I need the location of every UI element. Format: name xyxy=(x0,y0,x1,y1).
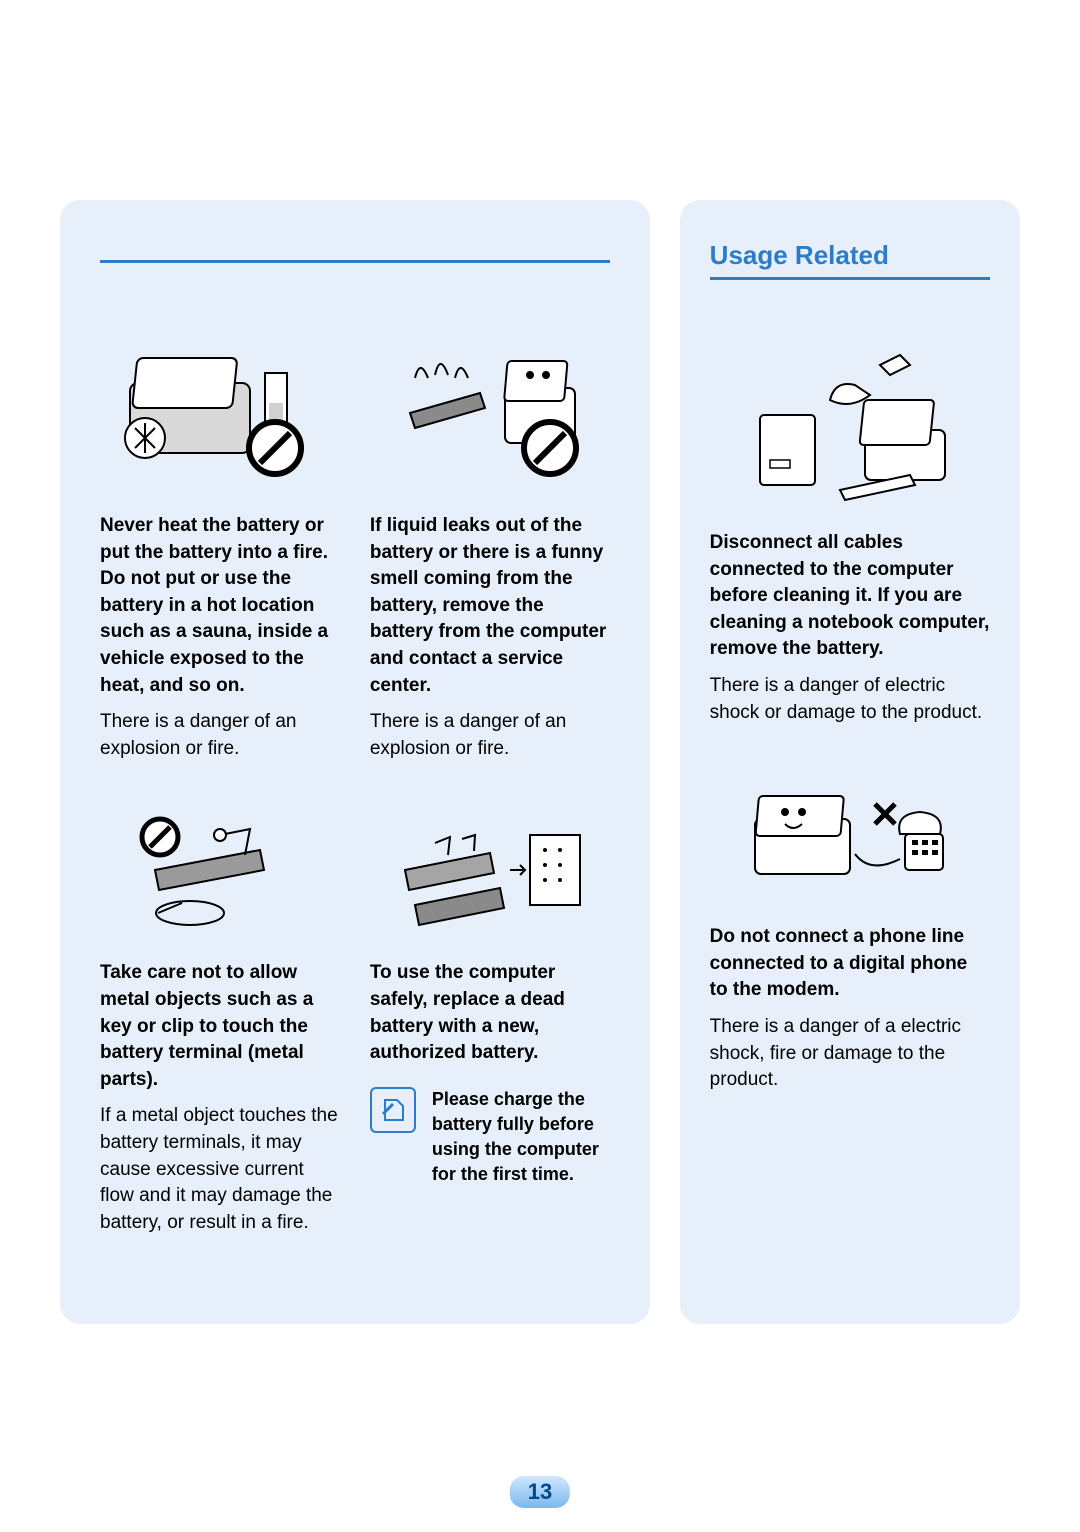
illus-battery-leak xyxy=(370,333,610,483)
illus-battery-metal xyxy=(100,820,340,930)
main-row-2: Take care not to allow metal objects suc… xyxy=(100,820,610,1264)
side-panel: Usage Related Disconnect all cables conn… xyxy=(680,200,1020,1324)
page-layout: Never heat the battery or put the batter… xyxy=(60,200,1020,1324)
item-e-title: Disconnect all cables connected to the c… xyxy=(710,530,990,663)
illus-phone-modem xyxy=(710,784,990,894)
note-row: Please charge the battery fully before u… xyxy=(370,1087,610,1188)
item-c: Take care not to allow metal objects suc… xyxy=(100,820,340,1264)
main-row-1: Never heat the battery or put the batter… xyxy=(100,333,610,790)
item-c-title: Take care not to allow metal objects suc… xyxy=(100,960,340,1093)
item-b-body: There is a danger of an explosion or fir… xyxy=(370,709,610,762)
side-rule xyxy=(710,277,990,280)
item-f-body: There is a danger of a electric shock, f… xyxy=(710,1014,990,1094)
item-f: Do not connect a phone line connected to… xyxy=(710,784,990,1094)
main-rule xyxy=(100,260,610,263)
illus-battery-heat xyxy=(100,333,340,483)
note-text: Please charge the battery fully before u… xyxy=(432,1087,610,1188)
item-d-title: To use the computer safely, replace a de… xyxy=(370,960,610,1066)
item-a-body: There is a danger of an explosion or fir… xyxy=(100,709,340,762)
note-icon xyxy=(370,1087,416,1133)
item-c-body: If a metal object touches the battery te… xyxy=(100,1103,340,1236)
item-b: If liquid leaks out of the battery or th… xyxy=(370,333,610,790)
item-e-body: There is a danger of electric shock or d… xyxy=(710,673,990,726)
illus-disconnect-cables xyxy=(710,350,990,500)
item-a-title: Never heat the battery or put the batter… xyxy=(100,513,340,699)
item-f-title: Do not connect a phone line connected to… xyxy=(710,924,990,1004)
page-number: 13 xyxy=(510,1476,570,1508)
main-panel: Never heat the battery or put the batter… xyxy=(60,200,650,1324)
item-e: Disconnect all cables connected to the c… xyxy=(710,350,990,726)
item-a: Never heat the battery or put the batter… xyxy=(100,333,340,790)
illus-battery-replace xyxy=(370,820,610,930)
item-b-title: If liquid leaks out of the battery or th… xyxy=(370,513,610,699)
item-d: To use the computer safely, replace a de… xyxy=(370,820,610,1264)
side-header: Usage Related xyxy=(710,240,990,271)
